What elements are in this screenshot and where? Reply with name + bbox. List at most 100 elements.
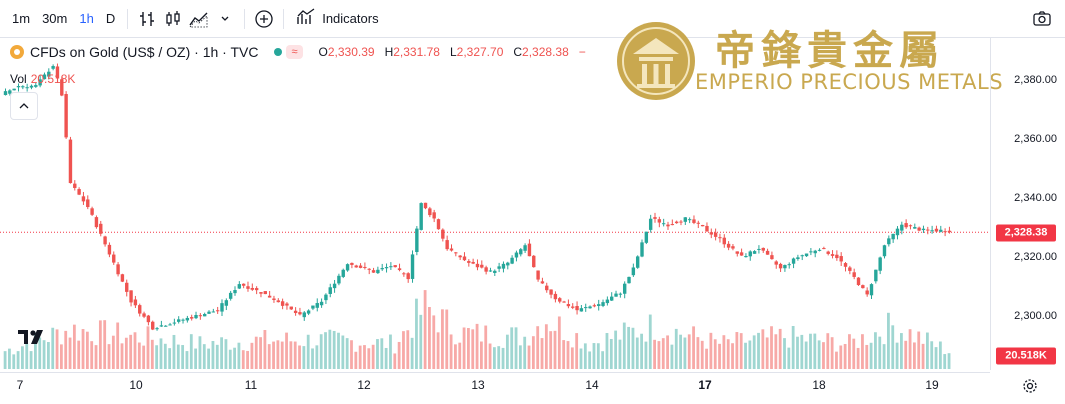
volume-bar xyxy=(267,344,271,369)
candle-body xyxy=(363,266,367,268)
candle-body xyxy=(614,293,618,297)
candle-body xyxy=(151,321,155,330)
interval-1h[interactable]: 1h xyxy=(79,10,94,26)
volume-bar xyxy=(289,341,293,369)
area-chart-type-icon[interactable] xyxy=(186,6,212,32)
volume-bar xyxy=(332,330,336,369)
volume-bar xyxy=(254,336,258,369)
chevron-down-icon[interactable] xyxy=(212,6,238,32)
candle-body xyxy=(835,254,839,259)
candle-body xyxy=(631,267,636,276)
volume-bar xyxy=(3,351,7,369)
candle-body xyxy=(605,299,610,304)
volume-bar xyxy=(202,344,206,369)
volume-bar xyxy=(722,335,726,369)
candle-body xyxy=(939,229,943,232)
volume-bar xyxy=(752,335,756,369)
volume-bar xyxy=(38,337,42,369)
volume-bar xyxy=(588,351,592,369)
volume-bar xyxy=(98,320,102,369)
add-compare-icon[interactable] xyxy=(251,6,277,32)
volume-bar xyxy=(835,351,838,369)
volume-bar xyxy=(700,340,704,369)
volume-bar xyxy=(16,351,20,369)
candle-body xyxy=(194,315,198,319)
indicators-button[interactable]: Indicators xyxy=(290,8,384,29)
price-chart[interactable] xyxy=(0,38,990,372)
candle-body xyxy=(55,66,60,79)
volume-bar xyxy=(354,351,358,369)
candle-body xyxy=(865,290,869,295)
time-axis[interactable]: 7 10 11 12 13 14 17 18 19 xyxy=(0,372,990,404)
volume-bar xyxy=(233,347,236,369)
volume-bar xyxy=(311,348,314,369)
candle-body xyxy=(597,304,601,306)
candle-body xyxy=(3,91,8,96)
price-axis[interactable]: 2,380.00 2,360.00 2,340.00 2,320.00 2,30… xyxy=(990,38,1065,370)
chart-settings-button[interactable] xyxy=(1020,376,1040,396)
candle-body xyxy=(510,257,514,264)
volume-bar xyxy=(497,346,501,369)
toolbar-divider xyxy=(283,8,285,29)
volume-bar xyxy=(813,333,817,369)
volume-bar xyxy=(133,332,137,369)
candle-body xyxy=(68,139,73,184)
volume-bar xyxy=(406,330,410,369)
candle-body xyxy=(449,248,454,251)
volume-bar xyxy=(917,331,921,369)
candle-body xyxy=(731,246,735,249)
volume-legend: Vol 20.518K xyxy=(10,72,75,86)
volume-bar xyxy=(744,342,747,369)
candle-body xyxy=(692,219,696,223)
candle-body xyxy=(761,247,765,251)
interval-30m[interactable]: 30m xyxy=(42,10,68,26)
candle-body xyxy=(298,312,302,315)
volume-bar xyxy=(393,353,397,369)
candle-body xyxy=(549,289,553,295)
candle-body xyxy=(735,251,739,254)
candle-body xyxy=(778,263,783,269)
volume-bar xyxy=(155,345,159,369)
candle-body xyxy=(51,66,55,69)
camera-icon[interactable] xyxy=(1029,6,1055,32)
candle-body xyxy=(787,264,791,266)
candle-body xyxy=(783,265,787,269)
volume-bar xyxy=(462,327,466,369)
candle-body xyxy=(302,312,306,318)
candle-body xyxy=(432,212,436,219)
delayed-data-badge[interactable]: ≈ xyxy=(286,45,303,59)
volume-bar xyxy=(943,354,947,369)
interval-d[interactable]: D xyxy=(105,10,116,26)
volume-bar xyxy=(367,348,371,369)
candle-body xyxy=(904,223,908,228)
volume-bar xyxy=(679,334,682,369)
volume-bar xyxy=(822,342,825,369)
volume-bar xyxy=(47,342,50,369)
volume-bar xyxy=(207,348,211,369)
candle-body xyxy=(138,305,142,314)
candle-body xyxy=(575,306,579,311)
volume-bar xyxy=(237,342,241,369)
candle-body xyxy=(12,88,16,91)
candle-body xyxy=(224,300,229,306)
candle-body xyxy=(713,232,718,237)
candle-body xyxy=(796,257,800,260)
volume-bar xyxy=(934,347,938,369)
candle-body xyxy=(809,251,813,253)
volume-bar xyxy=(159,338,163,369)
candle-body xyxy=(337,275,341,284)
tradingview-logo[interactable] xyxy=(18,328,48,351)
symbol-title[interactable]: CFDs on Gold (US$ / OZ) · 1h · TVC xyxy=(30,44,259,60)
candle-body xyxy=(259,292,263,294)
collapse-legend-button[interactable] xyxy=(10,92,38,120)
interval-1m[interactable]: 1m xyxy=(12,10,31,26)
time-tick-label: 14 xyxy=(585,378,599,392)
volume-bar xyxy=(731,343,734,369)
candles-chart-type-icon[interactable] xyxy=(160,6,186,32)
bar-chart-type-icon[interactable] xyxy=(134,6,160,32)
candle-body xyxy=(289,306,293,310)
candle-body xyxy=(389,266,393,268)
volume-bar xyxy=(696,337,700,369)
candle-body xyxy=(744,256,748,258)
candle-body xyxy=(900,224,904,231)
